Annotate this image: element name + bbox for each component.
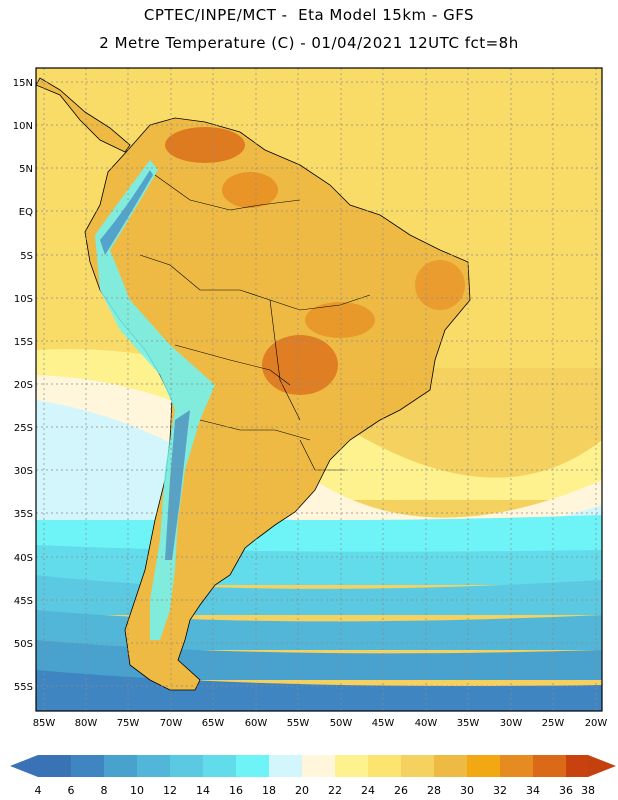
lat-label: 55S bbox=[14, 682, 33, 693]
lon-label: 70W bbox=[160, 718, 183, 729]
lat-label: 35S bbox=[14, 509, 33, 520]
lat-label: 5N bbox=[19, 164, 33, 175]
colorbar-label: 30 bbox=[460, 784, 474, 797]
map-title: CPTEC/INPE/MCT - Eta Model 15km - GFS bbox=[143, 6, 475, 24]
lon-label: 85W bbox=[33, 718, 56, 729]
colorbar-label: 32 bbox=[493, 784, 507, 797]
colorbar-label: 28 bbox=[427, 784, 441, 797]
colorbar-label: 36 bbox=[559, 784, 573, 797]
colorbar-label: 24 bbox=[361, 784, 375, 797]
latitude-axis: 15N 10N 5N EQ 5S 10S 15S 20S 25S 30S 35S… bbox=[13, 78, 33, 693]
colorbar-swatch bbox=[71, 755, 104, 777]
lat-label: 30S bbox=[14, 466, 33, 477]
colorbar-label: 8 bbox=[101, 784, 108, 797]
lat-label: 15S bbox=[14, 337, 33, 348]
map-subtitle: 2 Metre Temperature (C) - 01/04/2021 12U… bbox=[99, 34, 519, 52]
colorbar-swatch bbox=[236, 755, 269, 777]
lon-label: 30W bbox=[500, 718, 523, 729]
colorbar-swatch bbox=[434, 755, 467, 777]
lat-label: 5S bbox=[20, 251, 33, 262]
lon-label: 35W bbox=[457, 718, 480, 729]
colorbar-swatch bbox=[368, 755, 401, 777]
colorbar-label: 38 bbox=[581, 784, 595, 797]
colorbar-swatch bbox=[104, 755, 137, 777]
colorbar-swatch bbox=[170, 755, 203, 777]
colorbar-label: 22 bbox=[328, 784, 342, 797]
colorbar-swatch bbox=[533, 755, 566, 777]
longitude-axis: 85W 80W 75W 70W 65W 60W 55W 50W 45W 40W … bbox=[33, 718, 608, 729]
colorbar-swatch bbox=[335, 755, 368, 777]
lat-label: 10N bbox=[13, 121, 33, 132]
lat-label: EQ bbox=[19, 207, 33, 218]
colorbar-swatch bbox=[302, 755, 335, 777]
lat-label: 20S bbox=[14, 380, 33, 391]
colorbar-swatch bbox=[269, 755, 302, 777]
colorbar-label: 6 bbox=[68, 784, 75, 797]
lon-label: 20W bbox=[585, 718, 608, 729]
colorbar-label: 26 bbox=[394, 784, 408, 797]
lon-label: 45W bbox=[372, 718, 395, 729]
colorbar-labels: 4 6 8 10 12 14 16 18 20 22 24 26 28 30 3… bbox=[35, 784, 596, 797]
lon-label: 50W bbox=[330, 718, 353, 729]
colorbar-label: 10 bbox=[130, 784, 144, 797]
graticule bbox=[36, 68, 602, 711]
colorbar-label: 20 bbox=[295, 784, 309, 797]
colorbar-high-arrow bbox=[588, 755, 616, 777]
lon-label: 60W bbox=[245, 718, 268, 729]
lat-label: 40S bbox=[14, 553, 33, 564]
lon-label: 80W bbox=[75, 718, 98, 729]
lat-label: 15N bbox=[13, 78, 33, 89]
lat-label: 25S bbox=[14, 423, 33, 434]
colorbar-swatch bbox=[566, 755, 588, 777]
colorbar-swatch bbox=[467, 755, 500, 777]
map-frame bbox=[35, 67, 603, 712]
lon-label: 75W bbox=[117, 718, 140, 729]
colorbar-swatch bbox=[203, 755, 236, 777]
colorbar-label: 14 bbox=[196, 784, 210, 797]
lon-label: 65W bbox=[202, 718, 225, 729]
colorbar-label: 16 bbox=[229, 784, 243, 797]
lat-label: 50S bbox=[14, 639, 33, 650]
lat-label: 45S bbox=[14, 596, 33, 607]
colorbar-label: 12 bbox=[163, 784, 177, 797]
colorbar-swatch bbox=[38, 755, 71, 777]
lon-label: 55W bbox=[287, 718, 310, 729]
lon-label: 25W bbox=[542, 718, 565, 729]
colorbar-label: 18 bbox=[262, 784, 276, 797]
map-field bbox=[36, 68, 602, 711]
colorbar-swatch bbox=[500, 755, 533, 777]
colorbar-swatch bbox=[401, 755, 434, 777]
lon-label: 40W bbox=[415, 718, 438, 729]
colorbar-label: 4 bbox=[35, 784, 42, 797]
colorbar-low-arrow bbox=[10, 755, 38, 777]
lat-label: 10S bbox=[14, 294, 33, 305]
colorbar-label: 34 bbox=[526, 784, 540, 797]
colorbar: 4 6 8 10 12 14 16 18 20 22 24 26 28 30 3… bbox=[10, 755, 616, 797]
colorbar-swatch bbox=[137, 755, 170, 777]
